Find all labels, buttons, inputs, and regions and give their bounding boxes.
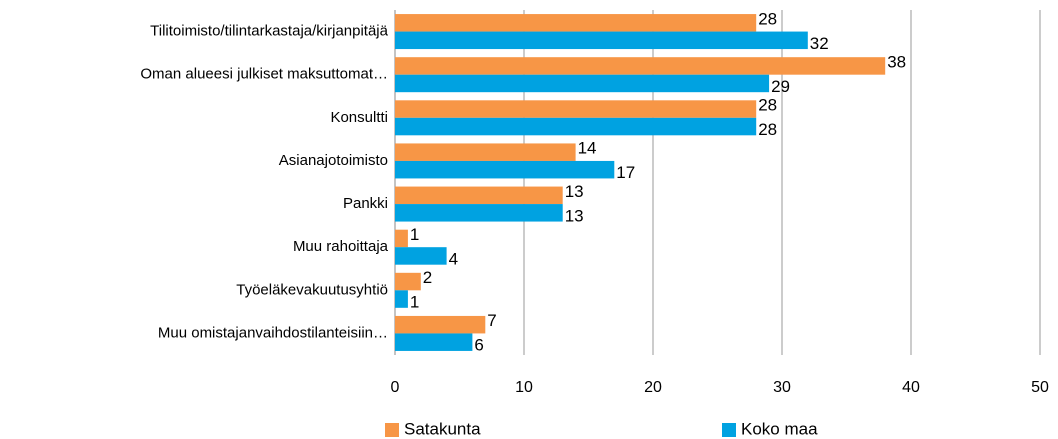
value-label: 29 xyxy=(771,77,790,96)
bar xyxy=(395,100,757,118)
legend-swatch xyxy=(385,423,399,437)
value-label: 13 xyxy=(565,182,584,201)
y-tick-label: Konsultti xyxy=(330,109,388,126)
y-tick-label: Muu rahoittaja xyxy=(293,238,389,255)
bar xyxy=(395,31,808,50)
y-tick-label: Asianajotoimisto xyxy=(279,152,388,169)
value-label: 32 xyxy=(810,34,829,53)
bar xyxy=(395,57,886,75)
value-label: 13 xyxy=(565,206,584,225)
bar xyxy=(395,186,563,205)
value-label: 28 xyxy=(758,120,777,139)
x-tick-label: 50 xyxy=(1031,379,1049,396)
y-tick-label: Työeläkevakuutusyhtiö xyxy=(236,281,388,298)
y-tick-label: Muu omistajanvaihdostilanteisiin… xyxy=(158,324,388,341)
bar xyxy=(395,160,615,179)
bar xyxy=(395,117,757,136)
bar xyxy=(395,204,563,222)
legend-swatch xyxy=(722,423,736,437)
bar xyxy=(395,247,447,265)
value-label: 28 xyxy=(758,9,777,28)
bar xyxy=(395,229,408,248)
bar xyxy=(395,143,576,161)
value-label: 38 xyxy=(887,52,906,71)
value-label: 17 xyxy=(616,163,635,182)
legend-label: Satakunta xyxy=(404,419,481,438)
bar xyxy=(395,290,408,308)
bar xyxy=(395,315,486,334)
value-label: 1 xyxy=(410,225,419,244)
value-label: 4 xyxy=(449,249,458,268)
value-label: 2 xyxy=(423,268,432,287)
value-label: 28 xyxy=(758,96,777,115)
bar xyxy=(395,272,421,291)
bar xyxy=(395,333,473,351)
x-tick-label: 30 xyxy=(773,379,791,396)
x-tick-label: 10 xyxy=(515,379,533,396)
value-label: 14 xyxy=(578,139,597,158)
y-tick-label: Oman alueesi julkiset maksuttomat… xyxy=(140,66,388,83)
x-tick-label: 20 xyxy=(644,379,662,396)
bar xyxy=(395,74,770,93)
value-label: 6 xyxy=(474,336,483,355)
y-tick-label: Tilitoimisto/tilintarkastaja/kirjanpitäj… xyxy=(150,23,389,40)
legend-label: Koko maa xyxy=(741,419,818,438)
value-label: 1 xyxy=(410,293,419,312)
value-label: 7 xyxy=(487,311,496,330)
x-tick-label: 0 xyxy=(391,379,400,396)
y-tick-label: Pankki xyxy=(343,195,388,212)
bar xyxy=(395,14,757,32)
x-tick-label: 40 xyxy=(902,379,920,396)
